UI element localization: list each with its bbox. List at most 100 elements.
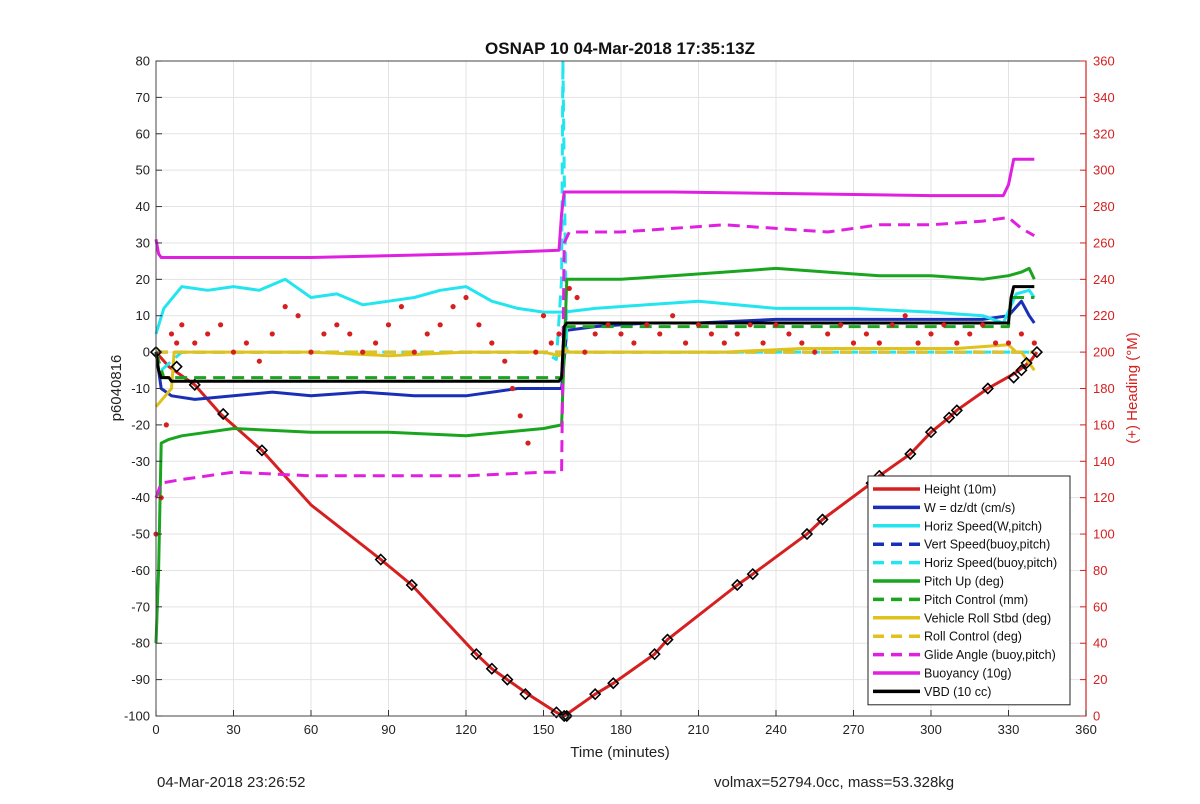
dive-marker: [981, 382, 994, 395]
dive-marker: [374, 553, 387, 566]
x-tick-label: 150: [533, 722, 555, 737]
heading-point: [850, 340, 857, 346]
heading-point: [605, 322, 611, 328]
dive-marker: [731, 578, 744, 592]
y-tick-label: -100: [124, 709, 150, 724]
legend-box: [867, 475, 1071, 706]
dive-marker: [470, 648, 483, 661]
legend-entry: VBD (10 cc): [924, 685, 991, 699]
heading-point: [592, 331, 598, 337]
dive-marker: [405, 578, 418, 592]
x-tick-label: 240: [765, 722, 787, 737]
y2-tick-label: 260: [1093, 235, 1115, 250]
series-line: [154, 285, 1035, 383]
dive-marker: [607, 677, 620, 690]
heading-point: [347, 331, 353, 337]
dive-marker: [746, 567, 759, 581]
dive-marker: [924, 426, 938, 439]
y2-tick-label: 220: [1093, 308, 1115, 323]
dive-marker: [648, 648, 661, 661]
heading-point: [385, 322, 392, 328]
heading-point: [163, 422, 169, 428]
chart-title: OSNAP 10 04-Mar-2018 17:35:13Z: [485, 39, 755, 58]
y-tick-label: -70: [131, 599, 150, 614]
y2-tick-label: 360: [1093, 54, 1115, 69]
heading-point: [269, 331, 275, 337]
y-tick-label: 10: [136, 308, 150, 323]
y-tick-label: 60: [136, 126, 150, 141]
dive-marker: [560, 709, 573, 723]
series-line: [154, 157, 1035, 259]
x-tick-label: 210: [688, 722, 710, 737]
legend-entry: Height (10m): [924, 483, 996, 497]
dive-marker: [1015, 364, 1028, 377]
y2-tick-label: 320: [1093, 126, 1115, 141]
heading-point: [631, 340, 637, 346]
heading-point: [256, 358, 262, 364]
heading-point: [282, 304, 288, 310]
x-tick-label: 90: [381, 722, 395, 737]
heading-point: [517, 413, 523, 419]
x-tick-label: 180: [610, 722, 632, 737]
y-tick-label: 70: [136, 90, 150, 105]
heading-point: [670, 313, 676, 319]
heading-point: [308, 349, 314, 355]
y2-axis-label: (+) Heading (°M): [1124, 332, 1141, 443]
heading-point: [721, 340, 727, 346]
dive-marker: [816, 513, 829, 526]
heading-point: [992, 340, 999, 346]
dive-marker: [1020, 356, 1033, 370]
y2-tick-label: 200: [1093, 345, 1115, 360]
legend-entry: Pitch Control (mm): [924, 593, 1028, 607]
dive-marker: [170, 360, 183, 373]
heading-point: [582, 349, 588, 355]
heading-point: [540, 313, 547, 319]
legend-entry: Roll Control (deg): [924, 630, 1022, 644]
y-tick-label: 80: [136, 54, 150, 69]
heading-point: [566, 285, 572, 292]
series-line: [154, 266, 1036, 644]
x-tick-label: 330: [998, 722, 1020, 737]
y-tick-label: -10: [131, 381, 150, 396]
heading-point: [398, 304, 405, 310]
heading-point: [502, 358, 508, 364]
y2-tick-label: 100: [1093, 527, 1115, 542]
y2-tick-label: 80: [1093, 563, 1107, 578]
y2-tick-label: 0: [1093, 709, 1100, 724]
y-tick-label: 30: [136, 235, 150, 250]
y2-tick-label: 140: [1093, 454, 1115, 469]
heading-point: [967, 331, 973, 337]
heading-point: [837, 322, 844, 328]
heading-point: [644, 322, 650, 328]
dive-marker: [558, 709, 571, 723]
heading-point: [174, 340, 180, 346]
y2-tick-label: 340: [1093, 90, 1115, 105]
dive-marker: [519, 688, 532, 701]
dive-marker: [485, 662, 498, 675]
heading-point: [657, 331, 663, 337]
y2-tick-label: 20: [1093, 672, 1107, 687]
heading-point: [1031, 340, 1037, 346]
heading-point: [889, 322, 895, 328]
series-line: [154, 216, 1036, 499]
heading-point: [902, 313, 908, 319]
heading-point: [812, 349, 818, 355]
dive-marker: [942, 411, 956, 424]
heading-point: [825, 331, 831, 337]
heading-point: [734, 331, 740, 337]
x-tick-label: 0: [152, 722, 159, 737]
x-tick-label: 60: [304, 722, 318, 737]
y2-tick-label: 120: [1093, 490, 1115, 505]
heading-point: [360, 349, 366, 355]
heading-point: [682, 340, 689, 346]
footer-timestamp: 04-Mar-2018 23:26:52: [157, 774, 306, 791]
heading-point: [574, 294, 580, 301]
heading-point: [618, 331, 624, 337]
y-tick-label: -40: [131, 490, 150, 505]
series-line: [154, 277, 1036, 335]
heading-point: [437, 322, 443, 328]
heading-point: [334, 322, 340, 328]
x-tick-label: 270: [843, 722, 865, 737]
heading-point: [217, 322, 224, 328]
dive-marker: [800, 527, 814, 541]
